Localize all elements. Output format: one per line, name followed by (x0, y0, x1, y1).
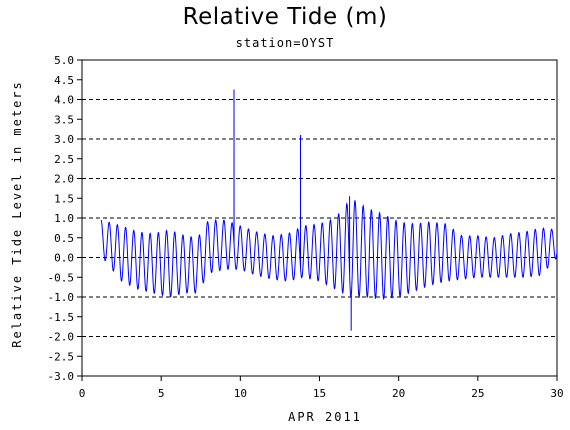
chart-title: Relative Tide (m) (182, 4, 388, 30)
x-tick-label: 20 (392, 387, 405, 400)
y-tick-label: 0.5 (54, 232, 74, 245)
x-tick-label: 0 (79, 387, 86, 400)
y-tick-label: -2.5 (48, 350, 75, 363)
x-tick-label: 15 (313, 387, 326, 400)
y-tick-label: 0.0 (54, 252, 74, 265)
y-tick-label: -1.5 (48, 311, 75, 324)
x-tick-label: 5 (158, 387, 165, 400)
y-tick-label: 1.5 (54, 192, 74, 205)
y-tick-label: 4.0 (54, 94, 74, 107)
y-tick-label: 4.5 (54, 74, 74, 87)
y-tick-label: -3.0 (48, 370, 75, 383)
x-tick-label: 25 (471, 387, 484, 400)
y-tick-label: 3.5 (54, 113, 74, 126)
x-axis-label: APR 2011 (288, 410, 362, 424)
y-tick-label: -1.0 (48, 291, 75, 304)
x-tick-label: 30 (550, 387, 563, 400)
tide-series-line (100, 89, 558, 331)
y-tick-label: -2.0 (48, 331, 75, 344)
y-tick-label: 5.0 (54, 54, 74, 67)
y-tick-label: 2.0 (54, 173, 74, 186)
y-tick-label: 3.0 (54, 133, 74, 146)
y-tick-label: -0.5 (48, 271, 75, 284)
y-tick-label: 1.0 (54, 212, 74, 225)
chart-subtitle: station=OYST (235, 36, 335, 50)
x-tick-label: 10 (234, 387, 247, 400)
y-tick-label: 2.5 (54, 153, 74, 166)
